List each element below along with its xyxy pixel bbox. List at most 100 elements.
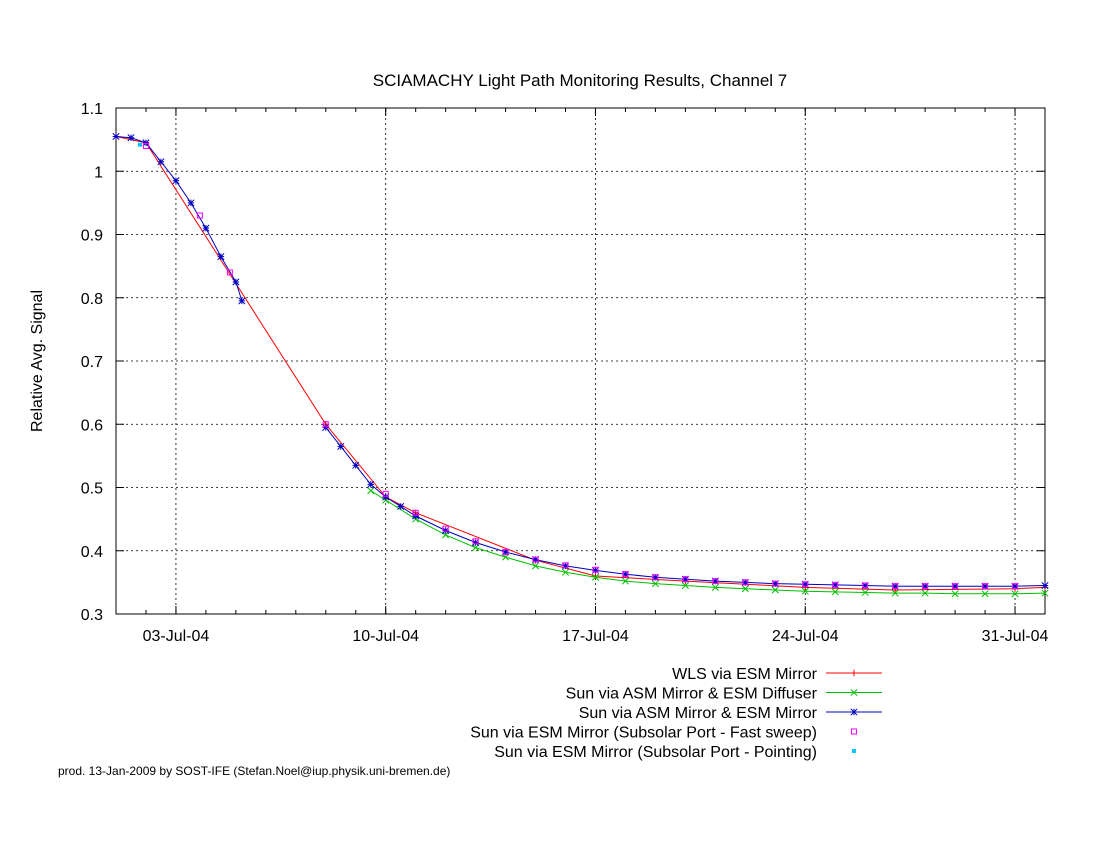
data-point: [1011, 590, 1019, 598]
data-point: [891, 589, 899, 597]
data-point: [801, 580, 809, 588]
data-point: [981, 590, 989, 598]
chart-title: SCIAMACHY Light Path Monitoring Results,…: [373, 71, 788, 90]
data-point: [472, 538, 480, 547]
grid-lines: [116, 108, 1045, 614]
data-point: [187, 199, 195, 207]
series-layer: [112, 132, 1049, 598]
series-5: [137, 142, 142, 147]
data-point: [951, 590, 959, 598]
data-point: [682, 576, 689, 583]
data-point: [622, 571, 629, 578]
y-tick-label: 0.8: [81, 291, 103, 308]
data-point: [921, 589, 929, 597]
legend-label: Sun via ESM Mirror (Subsolar Port - Fast…: [470, 725, 817, 742]
data-point: [531, 556, 540, 564]
series-line: [115, 136, 243, 302]
y-axis-label: Relative Avg. Signal: [29, 290, 46, 432]
data-point: [442, 525, 449, 532]
data-point: [891, 582, 899, 590]
data-point: [238, 297, 246, 305]
data-point: [112, 132, 120, 141]
data-point: [921, 582, 929, 590]
y-tick-label: 1: [94, 164, 103, 181]
legend: WLS via ESM Mirror Sun via ASM Mirror & E…: [470, 666, 882, 761]
data-point: [367, 480, 375, 488]
data-point: [142, 139, 150, 147]
data-point: [681, 581, 689, 590]
data-point: [561, 562, 570, 570]
data-point: [831, 581, 839, 589]
data-point: [651, 573, 659, 581]
data-point: [532, 556, 539, 563]
data-point: [1011, 582, 1019, 590]
legend-swatch-marker: [852, 749, 856, 753]
data-point: [592, 566, 599, 573]
data-point: [831, 588, 839, 596]
data-point: [232, 278, 240, 286]
plot-area-frame: [115, 107, 1046, 615]
data-point: [157, 158, 165, 166]
data-point: [412, 509, 419, 516]
y-tick-label: 0.6: [81, 417, 103, 434]
data-point: [832, 581, 839, 588]
data-point: [397, 502, 405, 511]
data-point: [772, 580, 779, 587]
data-point: [592, 572, 599, 580]
data-point: [137, 142, 142, 147]
data-point: [472, 538, 479, 545]
data-point: [382, 490, 389, 497]
y-tick-label: 0.5: [81, 481, 103, 498]
data-point: [711, 583, 719, 591]
x-tick-label: 24-Jul-04: [772, 628, 839, 645]
legend-swatch-marker: [850, 688, 858, 697]
data-point: [862, 582, 869, 589]
x-tick-label: 31-Jul-04: [982, 628, 1049, 645]
data-point: [951, 582, 959, 590]
data-point: [771, 580, 779, 588]
data-point: [472, 544, 480, 552]
data-point: [531, 562, 540, 570]
data-point: [922, 583, 929, 590]
data-point: [217, 253, 225, 261]
data-point: [142, 142, 149, 149]
data-point: [352, 461, 360, 469]
axis-ticks: 0.3 0.4 0.5 0.6 0.7 0.8 0.9 1 1.1 03-Jul-04 10-Jul…: [81, 101, 1049, 645]
data-point: [561, 568, 570, 576]
series-1: [112, 133, 1049, 594]
legend-label: Sun via ASM Mirror & ESM Diffuser: [566, 686, 818, 703]
legend-label: Sun via ASM Mirror & ESM Mirror: [579, 705, 818, 722]
data-point: [412, 512, 420, 520]
data-point: [711, 577, 719, 585]
data-point: [562, 562, 569, 569]
legend-label: WLS via ESM Mirror: [672, 666, 818, 683]
data-point: [226, 269, 233, 276]
data-point: [861, 581, 869, 590]
data-point: [621, 577, 630, 585]
data-point: [712, 578, 719, 585]
data-point: [742, 579, 749, 586]
data-point: [322, 423, 330, 431]
data-point: [681, 575, 689, 583]
data-point: [801, 587, 809, 595]
plot-frame: [115, 107, 1046, 615]
data-point: [502, 548, 510, 556]
y-tick-label: 1.1: [81, 101, 103, 118]
data-point: [1012, 583, 1019, 590]
series-line: [115, 136, 1046, 591]
data-point: [741, 578, 749, 586]
data-point: [1041, 581, 1049, 590]
data-point: [127, 134, 135, 142]
y-tick-label: 0.4: [81, 544, 103, 561]
data-point: [337, 442, 345, 450]
x-tick-label: 17-Jul-04: [562, 628, 629, 645]
y-tick-label: 0.7: [81, 354, 103, 371]
data-point: [981, 582, 989, 590]
legend-swatch-marker: [850, 669, 858, 677]
data-point: [367, 487, 375, 495]
legend-swatch-marker: [851, 728, 857, 735]
x-tick-label: 10-Jul-04: [352, 628, 419, 645]
series-line: [370, 490, 1046, 595]
data-point: [771, 586, 779, 594]
